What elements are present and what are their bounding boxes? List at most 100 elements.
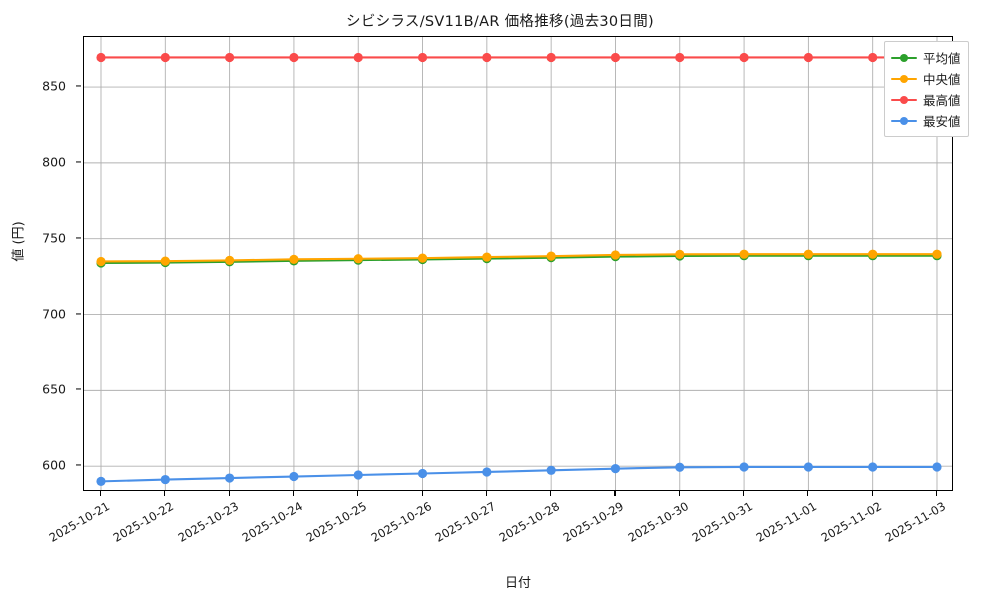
data-point-marker xyxy=(546,52,556,63)
y-tick-label: 850 xyxy=(42,78,66,94)
legend-swatch-icon xyxy=(891,72,917,86)
data-point-marker xyxy=(289,52,299,63)
x-tick-label-text: 2025-10-21 xyxy=(46,499,112,545)
x-tick-mark xyxy=(357,491,359,496)
series-line xyxy=(99,253,939,263)
x-tick-mark xyxy=(292,491,295,496)
y-tick-label: 650 xyxy=(42,381,66,397)
data-point-marker xyxy=(353,470,363,480)
data-point-marker xyxy=(803,52,813,63)
data-point-marker xyxy=(96,476,106,486)
x-tick-mark xyxy=(228,491,230,496)
data-point-marker xyxy=(160,474,170,485)
data-point-marker xyxy=(225,52,235,63)
x-tick-mark xyxy=(807,491,809,496)
data-point-marker xyxy=(160,52,170,63)
data-point-marker xyxy=(932,249,942,259)
y-axis-ticks: 600 650 700 750 800 850 xyxy=(0,36,81,491)
data-point-marker xyxy=(739,462,749,472)
data-point-marker xyxy=(225,473,235,483)
data-point-marker xyxy=(225,255,235,265)
x-tick-label-text: 2025-11-01 xyxy=(754,499,820,545)
y-tick-mark xyxy=(76,464,81,466)
legend-swatch-icon xyxy=(891,51,917,65)
data-point-marker xyxy=(96,52,106,63)
y-tick-mark xyxy=(76,313,81,315)
chart-legend: 平均値中央値最高値最安値 xyxy=(884,41,969,137)
data-point-marker xyxy=(803,249,813,259)
data-point-marker xyxy=(932,462,942,472)
legend-item-平均値[interactable]: 平均値 xyxy=(891,47,961,68)
data-point-marker xyxy=(610,250,621,260)
chart-canvas xyxy=(84,37,952,490)
data-point-marker xyxy=(675,52,685,63)
data-series-layer xyxy=(96,52,942,486)
series-line xyxy=(99,254,939,265)
y-tick-label: 700 xyxy=(42,306,66,322)
x-tick-mark xyxy=(550,491,552,496)
x-tick-label-text: 2025-10-28 xyxy=(496,499,563,545)
data-point-marker xyxy=(289,254,299,264)
legend-swatch-icon xyxy=(891,93,917,107)
y-tick-mark xyxy=(76,85,81,87)
y-tick-mark xyxy=(76,388,81,390)
data-point-marker xyxy=(739,52,749,63)
x-tick-label-text: 2025-11-02 xyxy=(818,499,884,545)
data-point-marker xyxy=(482,252,492,262)
x-axis-ticks: 2025-10-21 2025-10-22 2025-10-23 2025-10-24… xyxy=(47,491,953,571)
y-tick-label: 750 xyxy=(42,230,66,246)
x-tick-mark xyxy=(614,491,616,496)
data-point-marker xyxy=(353,254,363,264)
y-tick-label: 600 xyxy=(42,457,66,473)
x-tick-label-text: 2025-10-25 xyxy=(303,499,370,545)
series-最高値 xyxy=(96,52,942,63)
data-point-marker xyxy=(353,52,363,63)
legend-item-最高値[interactable]: 最高値 xyxy=(891,89,961,110)
legend-label: 最安値 xyxy=(923,114,961,129)
data-point-marker xyxy=(417,253,428,263)
series-最安値 xyxy=(96,462,942,486)
x-tick-label-text: 2025-10-29 xyxy=(561,499,627,545)
x-tick-label-text: 2025-10-27 xyxy=(432,499,498,545)
legend-label: 中央値 xyxy=(923,72,961,87)
data-point-marker xyxy=(417,468,428,479)
x-axis-label: 日付 xyxy=(504,576,531,591)
gridlines xyxy=(84,37,952,490)
y-tick-mark xyxy=(76,161,81,163)
data-point-marker xyxy=(610,464,621,474)
series-line xyxy=(99,465,939,483)
x-tick-mark xyxy=(421,491,423,496)
legend-label: 最高値 xyxy=(923,93,961,108)
x-tick-mark xyxy=(871,491,873,496)
series-中央値 xyxy=(96,249,942,267)
data-point-marker xyxy=(803,462,813,472)
data-point-marker xyxy=(610,52,621,63)
data-point-marker xyxy=(289,471,299,482)
data-point-marker xyxy=(675,462,685,472)
data-point-marker xyxy=(482,467,492,477)
x-tick-mark xyxy=(936,491,938,496)
y-tick-mark xyxy=(76,237,81,239)
x-tick-label-text: 2025-10-26 xyxy=(368,499,434,545)
data-point-marker xyxy=(868,52,878,63)
data-point-marker xyxy=(546,251,556,261)
x-tick-mark xyxy=(678,491,680,496)
data-point-marker xyxy=(482,52,492,63)
x-tick-mark xyxy=(485,491,487,496)
legend-item-最安値[interactable]: 最安値 xyxy=(891,110,961,131)
x-tick-label-text: 2025-10-30 xyxy=(625,499,691,545)
data-point-marker xyxy=(160,256,170,266)
data-point-marker xyxy=(868,249,878,259)
chart-title: シビシラス/SV11B/AR 価格推移(過去30日間) xyxy=(346,14,654,30)
x-tick-label-text: 2025-10-22 xyxy=(110,499,177,545)
x-tick-mark xyxy=(743,491,745,496)
data-point-marker xyxy=(96,256,106,267)
y-tick-label: 800 xyxy=(42,154,66,170)
legend-label: 平均値 xyxy=(923,51,961,66)
data-point-marker xyxy=(868,462,878,472)
data-point-marker xyxy=(675,249,685,259)
legend-item-中央値[interactable]: 中央値 xyxy=(891,68,961,89)
data-point-marker xyxy=(739,249,749,259)
x-tick-mark xyxy=(164,491,166,496)
